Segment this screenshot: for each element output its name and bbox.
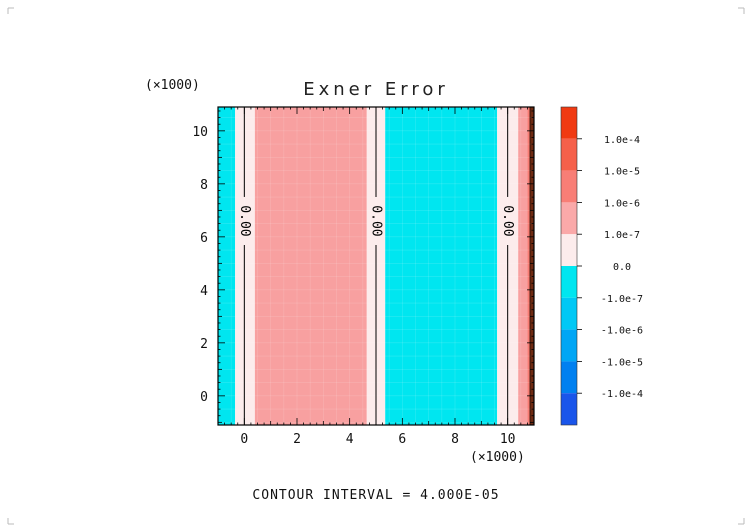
colorbar — [560, 106, 578, 426]
band-1 — [235, 107, 255, 425]
colorbar-swatch-0 — [561, 107, 577, 139]
x-tick-label: 4 — [346, 432, 354, 447]
plot-ticks — [217, 107, 535, 425]
colorbar-swatch-7 — [561, 329, 577, 362]
page-corner-marks — [7, 7, 745, 525]
colorbar-label: -1.0e-4 — [601, 389, 643, 400]
plot-tick-labels: 0 2 4 6 8 10 0 2 4 6 8 10 — [192, 125, 515, 447]
contour-label-1: 0.00 — [369, 205, 384, 236]
band-6 — [518, 107, 528, 425]
plot-contours: 0.00 0.00 0.00 — [237, 107, 531, 425]
colorbar-swatch-2 — [561, 170, 577, 203]
colorbar-swatch-1 — [561, 138, 577, 171]
contour-interval-footer: CONTOUR INTERVAL = 4.000E-05 — [252, 488, 499, 503]
y-multiplier-label: (×1000) — [145, 78, 200, 93]
x-multiplier-label: (×1000) — [470, 450, 525, 465]
y-tick-label: 2 — [200, 337, 208, 352]
colorbar-label: -1.0e-6 — [601, 326, 643, 337]
colorbar-label: -1.0e-5 — [601, 357, 643, 368]
y-tick-label: 0 — [200, 390, 208, 405]
colorbar-swatch-9 — [561, 393, 577, 425]
colorbar-swatch-3 — [561, 202, 577, 235]
x-tick-label: 0 — [240, 432, 248, 447]
colorbar-label: 1.0e-7 — [604, 230, 640, 241]
x-tick-label: 2 — [293, 432, 301, 447]
x-tick-label: 10 — [500, 432, 516, 447]
colorbar-label: 1.0e-5 — [604, 167, 640, 178]
y-tick-label: 6 — [200, 231, 208, 246]
x-tick-label: 6 — [398, 432, 406, 447]
colorbar-label: -1.0e-7 — [601, 294, 643, 305]
y-tick-label: 10 — [192, 125, 208, 140]
colorbar-labels: 1.0e-4 1.0e-5 1.0e-6 1.0e-7 0.0 -1.0e-7 -1.0e-… — [577, 135, 643, 400]
colorbar-label: 1.0e-6 — [604, 198, 640, 209]
band-7 — [527, 107, 531, 425]
contour-label-0: 0.00 — [237, 205, 252, 236]
colorbar-swatch-4 — [561, 234, 577, 266]
y-tick-label: 4 — [200, 284, 208, 299]
chart-title: Exner Error — [303, 79, 449, 100]
y-tick-label: 8 — [200, 178, 208, 193]
colorbar-label: 0.0 — [613, 262, 631, 273]
band-8 — [530, 107, 534, 425]
x-tick-label: 8 — [451, 432, 459, 447]
colorbar-swatch-5 — [561, 266, 577, 298]
colorbar-swatch-6 — [561, 297, 577, 330]
plot-bands — [218, 107, 534, 425]
band-0 — [218, 107, 236, 425]
colorbar-label: 1.0e-4 — [604, 135, 640, 146]
band-2 — [254, 107, 367, 425]
colorbar-swatch-8 — [561, 361, 577, 394]
contour-label-2: 0.00 — [500, 205, 515, 236]
band-4 — [385, 107, 498, 425]
